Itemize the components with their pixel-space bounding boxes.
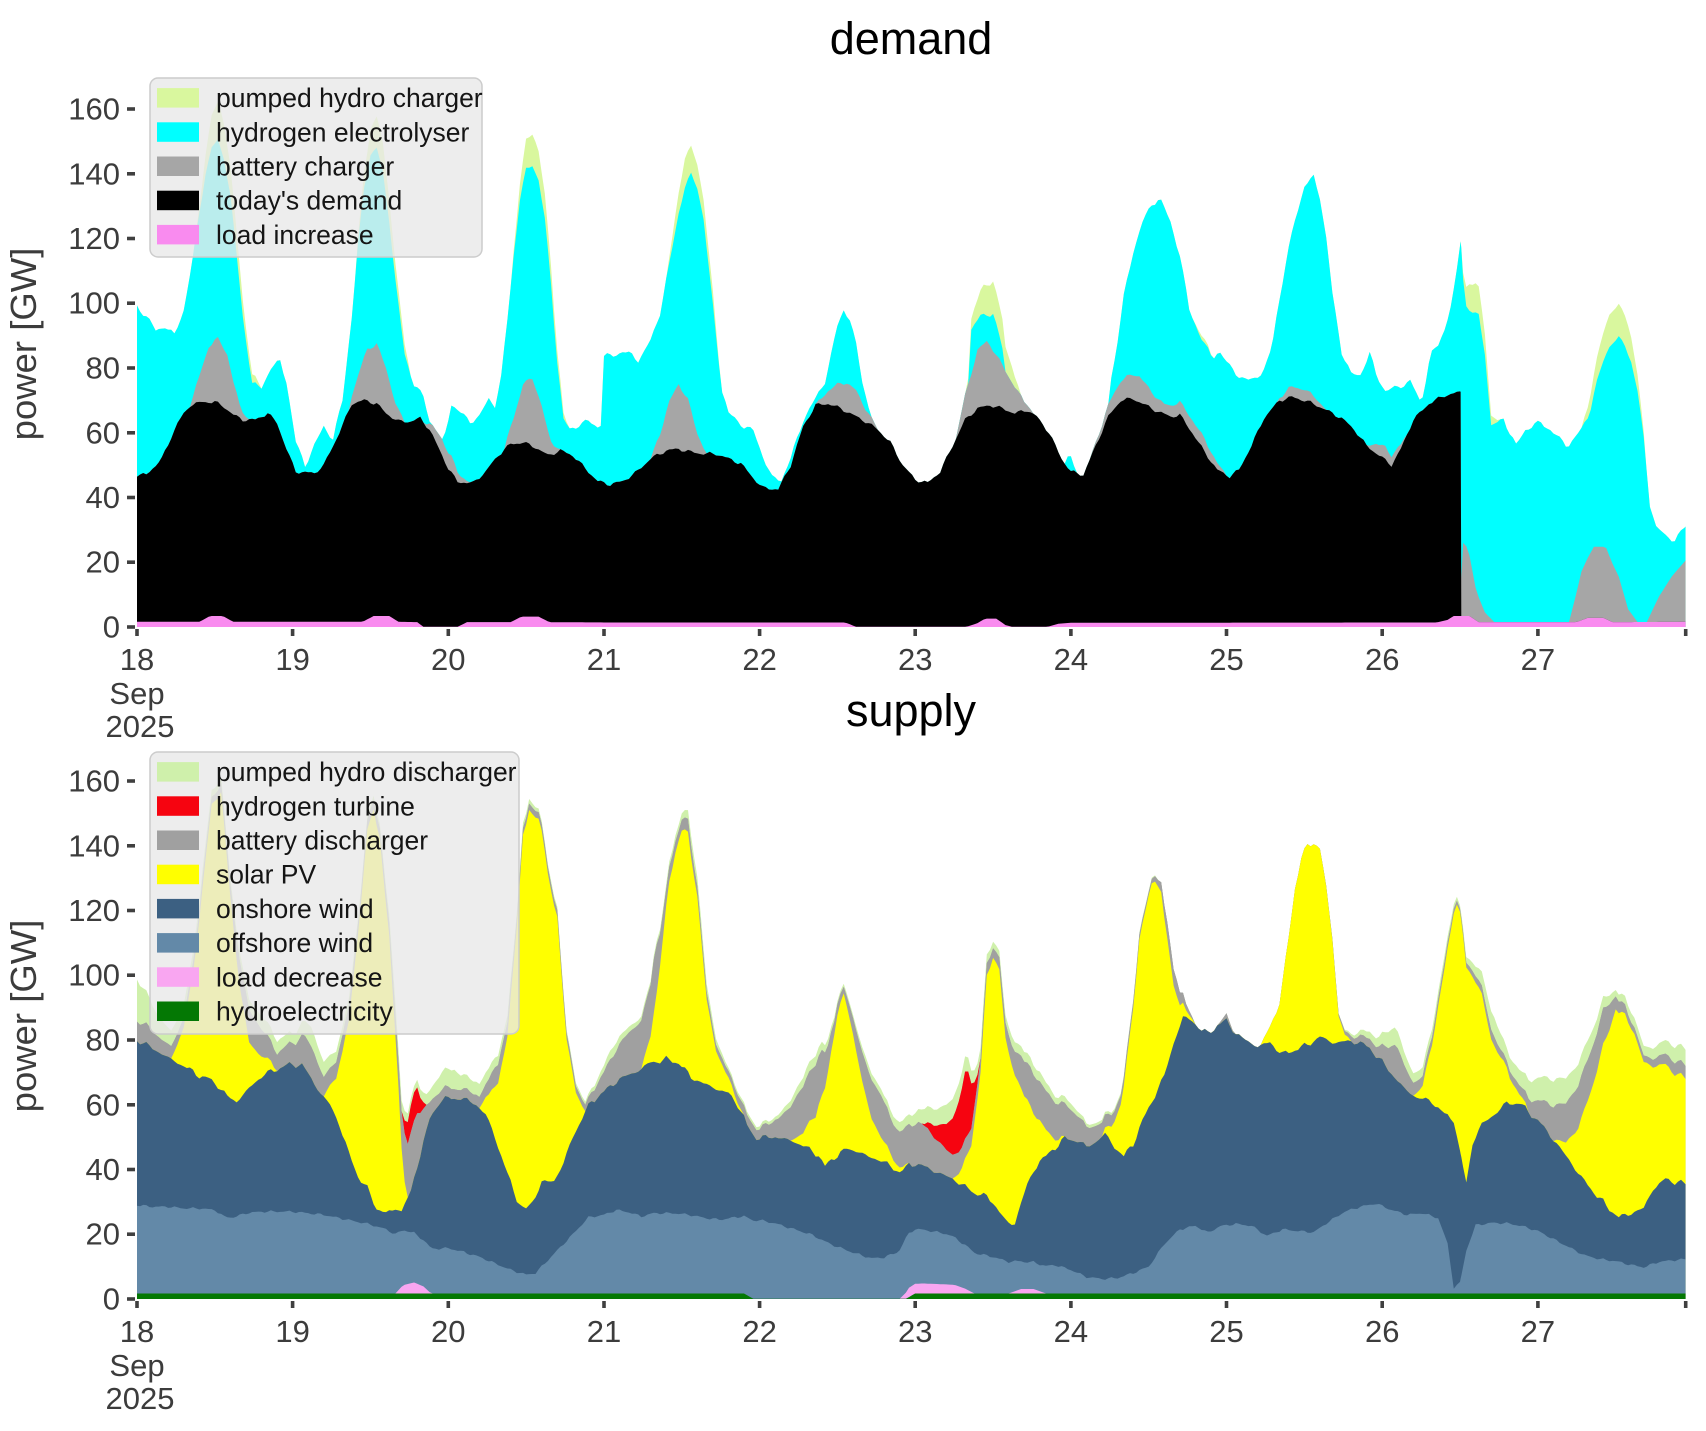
svg-text:onshore wind: onshore wind: [216, 894, 374, 924]
svg-text:24: 24: [1054, 642, 1088, 677]
svg-text:21: 21: [587, 642, 621, 677]
svg-text:0: 0: [103, 1282, 120, 1317]
svg-text:today's demand: today's demand: [216, 186, 402, 216]
svg-text:22: 22: [742, 1314, 776, 1349]
svg-text:0: 0: [103, 610, 120, 645]
svg-text:60: 60: [86, 1087, 120, 1122]
svg-text:160: 160: [68, 92, 120, 127]
svg-text:2025: 2025: [106, 709, 175, 744]
svg-text:21: 21: [587, 1314, 621, 1349]
svg-text:140: 140: [68, 156, 120, 191]
svg-text:hydroelectricity: hydroelectricity: [216, 997, 393, 1027]
svg-text:120: 120: [68, 221, 120, 256]
svg-text:26: 26: [1365, 642, 1399, 677]
svg-text:offshore wind: offshore wind: [216, 928, 373, 958]
svg-text:supply: supply: [846, 685, 977, 736]
svg-text:120: 120: [68, 893, 120, 928]
svg-text:19: 19: [275, 1314, 309, 1349]
svg-text:20: 20: [431, 642, 465, 677]
svg-text:140: 140: [68, 828, 120, 863]
svg-text:pumped hydro charger: pumped hydro charger: [216, 83, 483, 113]
svg-text:22: 22: [742, 642, 776, 677]
svg-text:solar PV: solar PV: [216, 860, 316, 890]
svg-text:pumped hydro discharger: pumped hydro discharger: [216, 757, 517, 787]
svg-text:19: 19: [275, 642, 309, 677]
svg-text:hydrogen turbine: hydrogen turbine: [216, 791, 415, 821]
svg-text:160: 160: [68, 764, 120, 799]
svg-text:hydrogen electrolyser: hydrogen electrolyser: [216, 117, 470, 147]
svg-text:battery discharger: battery discharger: [216, 826, 428, 856]
svg-text:100: 100: [68, 958, 120, 993]
svg-text:25: 25: [1209, 1314, 1243, 1349]
svg-text:power [GW]: power [GW]: [3, 248, 44, 441]
svg-text:power [GW]: power [GW]: [3, 920, 44, 1113]
svg-text:23: 23: [898, 642, 932, 677]
svg-text:40: 40: [86, 480, 120, 515]
svg-text:battery charger: battery charger: [216, 152, 394, 182]
svg-text:20: 20: [431, 1314, 465, 1349]
svg-text:20: 20: [86, 545, 120, 580]
svg-text:80: 80: [86, 351, 120, 386]
svg-text:24: 24: [1054, 1314, 1088, 1349]
svg-text:80: 80: [86, 1023, 120, 1058]
svg-text:25: 25: [1209, 642, 1243, 677]
svg-text:27: 27: [1521, 642, 1555, 677]
svg-text:load decrease: load decrease: [216, 962, 382, 992]
svg-text:60: 60: [86, 415, 120, 450]
svg-text:18: 18: [120, 1314, 154, 1349]
svg-text:load increase: load increase: [216, 220, 374, 250]
svg-text:27: 27: [1521, 1314, 1555, 1349]
svg-text:26: 26: [1365, 1314, 1399, 1349]
svg-text:20: 20: [86, 1217, 120, 1252]
svg-text:100: 100: [68, 286, 120, 321]
svg-text:Sep: Sep: [109, 676, 164, 711]
svg-text:demand: demand: [830, 13, 993, 64]
svg-text:40: 40: [86, 1152, 120, 1187]
svg-text:23: 23: [898, 1314, 932, 1349]
svg-text:18: 18: [120, 642, 154, 677]
svg-text:2025: 2025: [106, 1381, 175, 1416]
svg-text:Sep: Sep: [109, 1348, 164, 1383]
